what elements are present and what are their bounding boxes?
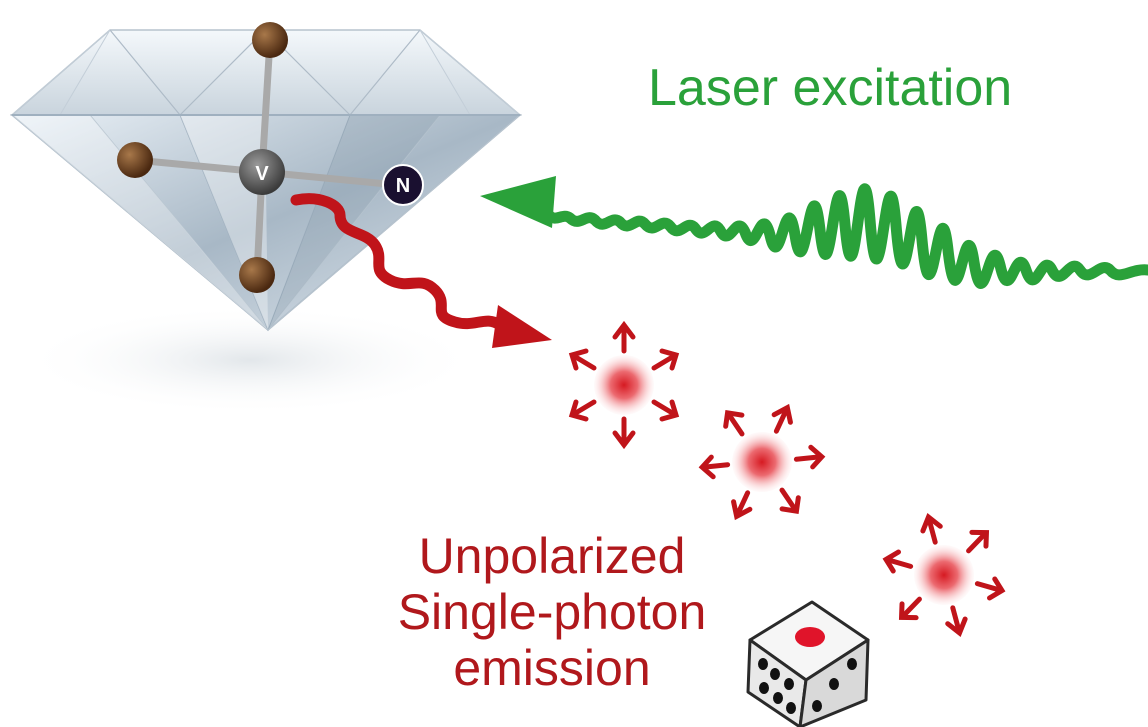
carbon-atom-top (252, 22, 288, 58)
dice-icon (746, 600, 870, 727)
diamond-reflection (20, 305, 480, 415)
emission-label-line1: Unpolarized (418, 528, 686, 584)
emission-label-line3: emission (453, 640, 651, 696)
laser-arrowhead (480, 176, 556, 228)
emission-label-line2: Single-photon (397, 584, 707, 640)
carbon-atom-left (117, 142, 153, 178)
nitrogen-label: N (396, 175, 410, 197)
carbon-atom-bottom (239, 257, 275, 293)
laser-wave (542, 183, 1148, 289)
photon-burst-icon (882, 513, 1006, 637)
photon-burst-icon (698, 403, 826, 521)
photon-burst-icon (568, 320, 680, 450)
emission-arrowhead (492, 305, 552, 348)
vacancy-label: V (255, 163, 269, 185)
nitrogen-atom (382, 164, 424, 206)
emission-wave (290, 193, 506, 331)
emission-label: Unpolarized Single-photon emission (362, 528, 742, 696)
laser-excitation-label: Laser excitation (648, 59, 1013, 117)
vacancy-atom (239, 149, 285, 195)
